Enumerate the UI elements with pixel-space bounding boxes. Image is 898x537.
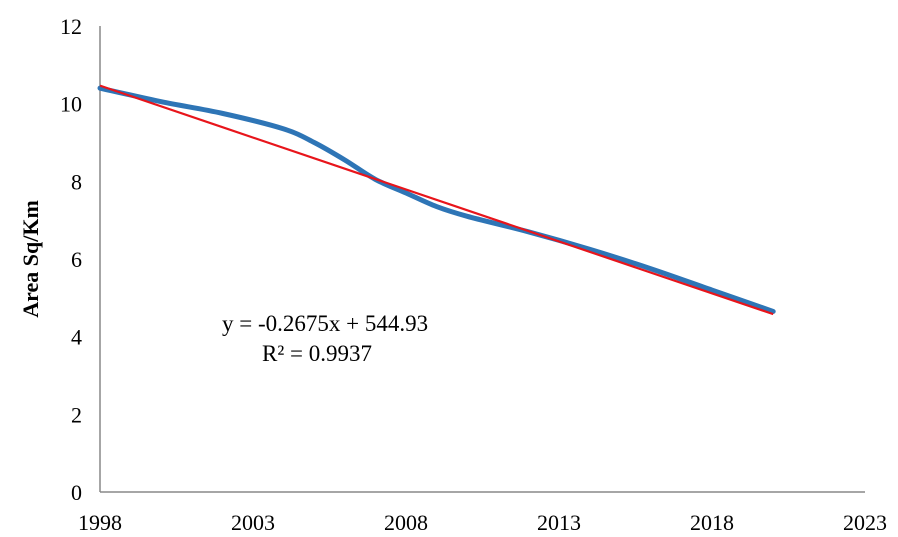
y-tick-label: 10: [60, 92, 82, 117]
x-tick-label: 2008: [384, 510, 428, 535]
y-tick-label: 12: [60, 14, 82, 39]
y-tick-label: 4: [71, 325, 82, 350]
x-tick-label: 2023: [843, 510, 887, 535]
y-axis-title: Area Sq/Km: [18, 200, 43, 318]
y-tick-label: 8: [71, 169, 82, 194]
y-tick-labels: 0 2 4 6 8 10 12: [60, 14, 82, 505]
y-tick-label: 0: [71, 480, 82, 505]
trendline-r-squared: R² = 0.9937: [262, 341, 372, 366]
y-tick-label: 2: [71, 402, 82, 427]
series-line: [97, 85, 776, 314]
trendline-layer: [99, 84, 774, 316]
chart-axes: [99, 26, 865, 493]
x-tick-label: 2003: [231, 510, 275, 535]
x-tick-label: 2013: [537, 510, 581, 535]
series-layer: [97, 85, 776, 314]
trendline: [99, 84, 774, 316]
y-tick-label: 6: [71, 247, 82, 272]
x-tick-label: 2018: [690, 510, 734, 535]
x-tick-label: 1998: [78, 510, 122, 535]
trendline-equation: y = -0.2675x + 544.93: [222, 311, 428, 336]
x-tick-labels: 1998 2003 2008 2013 2018 2023: [78, 510, 887, 535]
